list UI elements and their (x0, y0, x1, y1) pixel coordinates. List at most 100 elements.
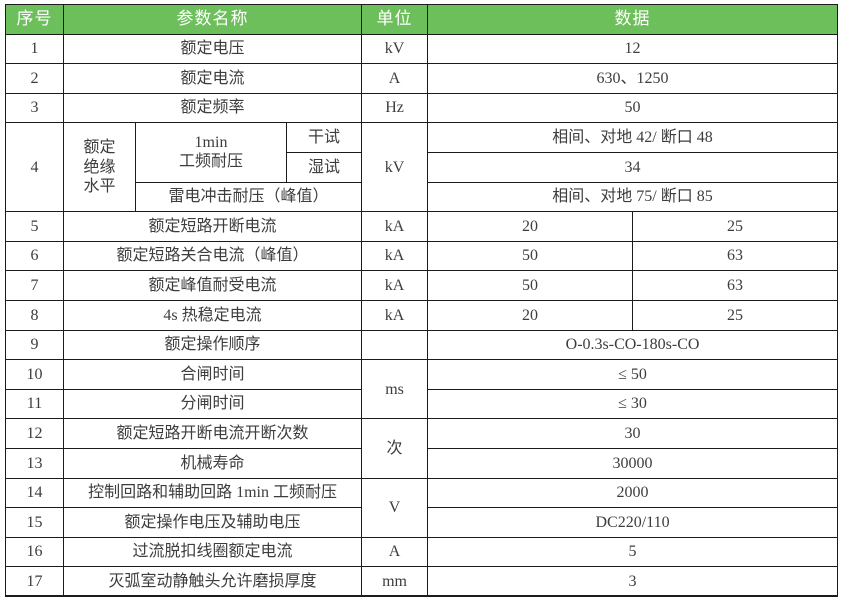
row-8-data-b: 25 (632, 299, 839, 331)
row-7-data-b: 63 (632, 270, 839, 301)
row-4-wet-label: 湿试 (285, 151, 363, 183)
row-9-no: 9 (5, 329, 64, 361)
row-13-no: 13 (5, 447, 64, 479)
row-15-data: DC220/110 (427, 507, 839, 538)
row-8-unit: kA (361, 299, 429, 331)
row-5-unit: kA (361, 211, 429, 242)
table-row: 10 合闸时间 ms ≤ 50 (5, 359, 839, 420)
table-row: 2 额定电流 A 630、1250 (5, 63, 839, 94)
row-17-param: 灭弧室动静触头允许磨损厚度 (62, 566, 363, 597)
row-10-param: 合闸时间 (62, 359, 363, 390)
row-10-unit: ms (361, 359, 429, 420)
row-9-data: O-0.3s-CO-180s-CO (427, 329, 839, 361)
row-13-data: 30000 (427, 447, 839, 479)
row-7-unit: kA (361, 270, 429, 301)
table-row: 湿试 34 (6, 151, 839, 183)
row-1-unit: kV (361, 33, 429, 65)
table-row: 16 过流脱扣线圈额定电流 A 5 (5, 536, 839, 568)
row-3-param: 额定频率 (62, 92, 363, 124)
row-14-no: 14 (5, 477, 64, 509)
row-6-no: 6 (5, 240, 64, 272)
row-16-no: 16 (5, 536, 64, 568)
row-7-data-a: 50 (427, 270, 634, 301)
table-row: 9 额定操作顺序 O-0.3s-CO-180s-CO (5, 329, 839, 361)
row-8-data-a: 20 (427, 299, 634, 331)
row-4-power-freq-label: 1min 工频耐压 (135, 122, 287, 183)
table-row: 14 控制回路和辅助回路 1min 工频耐压 V 2000 (5, 477, 839, 538)
row-2-data: 630、1250 (427, 63, 839, 94)
row-14-data: 2000 (427, 477, 839, 509)
row-4-dry-label: 干试 (285, 122, 363, 153)
row-11-data: ≤ 30 (427, 388, 839, 420)
table-row: 1 额定电压 kV 12 (5, 33, 839, 65)
row-4-wet-data: 34 (427, 151, 839, 183)
row-3-unit: Hz (361, 92, 429, 124)
header-unit: 单位 (361, 4, 429, 35)
row-4-no: 4 (5, 122, 64, 213)
row-6-data-b: 63 (632, 240, 839, 272)
row-6-unit: kA (361, 240, 429, 272)
row-4-lightning-data: 相间、对地 75/ 断口 85 (427, 181, 839, 213)
row-16-data: 5 (427, 536, 839, 568)
row-12-unit: 次 (361, 418, 429, 479)
table-row: 雷电冲击耐压（峰值） 相间、对地 75/ 断口 85 (6, 181, 839, 213)
row-9-unit (361, 329, 429, 361)
header-no: 序号 (5, 4, 64, 35)
row-7-no: 7 (5, 270, 64, 301)
row-5-no: 5 (5, 211, 64, 242)
row-14-param: 控制回路和辅助回路 1min 工频耐压 (62, 477, 363, 509)
row-10-no: 10 (5, 359, 64, 390)
row-17-unit: mm (361, 566, 429, 597)
row-1-param: 额定电压 (62, 33, 363, 65)
table-row: 7 额定峰值耐受电流 kA 50 63 (5, 270, 839, 301)
row-4-lightning-label: 雷电冲击耐压（峰值） (134, 181, 363, 213)
row-4-group-label: 额定 绝缘 水平 (63, 122, 136, 213)
row-15-no: 15 (5, 507, 64, 538)
row-11-param: 分闸时间 (62, 388, 363, 420)
row-5-data-b: 25 (632, 211, 839, 242)
table-row: 15 额定操作电压及辅助电压 DC220/110 (5, 507, 839, 538)
table-row: 11 分闸时间 ≤ 30 (5, 388, 839, 420)
row-12-data: 30 (427, 418, 839, 449)
row-9-param: 额定操作顺序 (62, 329, 363, 361)
row-6-data-a: 50 (427, 240, 634, 272)
row-10-data: ≤ 50 (427, 359, 839, 390)
row-2-unit: A (361, 63, 429, 94)
row-7-param: 额定峰值耐受电流 (62, 270, 363, 301)
table-row: 4 额定 绝缘 水平 1min 工频耐压 干试 kV 相间、对地 42/ 断口 … (5, 122, 839, 213)
table-row: 8 4s 热稳定电流 kA 20 25 (5, 299, 839, 331)
row-17-data: 3 (427, 566, 839, 597)
table-row: 5 额定短路开断电流 kA 20 25 (5, 211, 839, 242)
row-5-data-a: 20 (427, 211, 634, 242)
row-15-param: 额定操作电压及辅助电压 (62, 507, 363, 538)
row-3-data: 50 (427, 92, 839, 124)
row-8-no: 8 (5, 299, 64, 331)
row-4-dry-data: 相间、对地 42/ 断口 48 (427, 122, 839, 153)
row-6-param: 额定短路关合电流（峰值） (62, 240, 363, 272)
row-3-no: 3 (5, 92, 64, 124)
header-data: 数据 (427, 4, 839, 35)
header-param: 参数名称 (62, 4, 363, 35)
row-16-param: 过流脱扣线圈额定电流 (62, 536, 363, 568)
spec-table-container: 序号 参数名称 单位 数据 1 额定电压 kV 12 2 额定电流 A 630、… (5, 4, 839, 598)
row-17-no: 17 (5, 566, 64, 597)
row-16-unit: A (361, 536, 429, 568)
row-2-param: 额定电流 (62, 63, 363, 94)
table-row: 6 额定短路关合电流（峰值） kA 50 63 (5, 240, 839, 272)
table-row: 3 额定频率 Hz 50 (5, 92, 839, 124)
row-5-param: 额定短路开断电流 (62, 211, 363, 242)
row-1-data: 12 (427, 33, 839, 65)
row-13-param: 机械寿命 (62, 447, 363, 479)
row-1-no: 1 (5, 33, 64, 65)
table-row: 12 额定短路开断电流开断次数 次 30 (5, 418, 839, 479)
row-12-no: 12 (5, 418, 64, 449)
header-row: 序号 参数名称 单位 数据 (5, 4, 839, 35)
row-14-unit: V (361, 477, 429, 538)
row-12-param: 额定短路开断电流开断次数 (62, 418, 363, 449)
table-row: 17 灭弧室动静触头允许磨损厚度 mm 3 (5, 566, 839, 597)
row-8-param: 4s 热稳定电流 (62, 299, 363, 331)
spec-table: 序号 参数名称 单位 数据 1 额定电压 kV 12 2 额定电流 A 630、… (5, 4, 839, 598)
row-11-no: 11 (5, 388, 64, 420)
row-4-unit: kV (361, 122, 429, 213)
row-2-no: 2 (5, 63, 64, 94)
